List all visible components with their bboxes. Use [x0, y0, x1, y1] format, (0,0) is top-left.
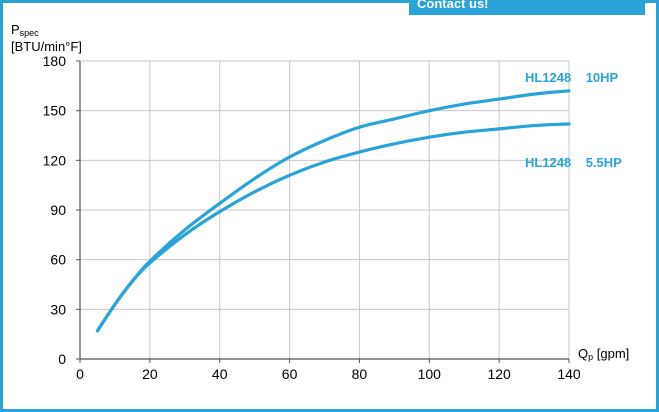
top-border: [0, 0, 659, 3]
x-tick-label: 20: [142, 366, 158, 382]
y-tick-label: 60: [50, 252, 66, 268]
y-axis-unit: [BTU/min°F]: [11, 39, 82, 54]
x-tick-label: 60: [282, 366, 298, 382]
y-axis-title-main: P: [11, 22, 20, 37]
x-tick-label: 120: [487, 366, 511, 382]
x-tick-label: 140: [557, 366, 581, 382]
x-tick-label: 100: [418, 366, 442, 382]
x-tick-label: 0: [76, 366, 84, 382]
x-axis-title-main: Q: [578, 346, 588, 361]
contact-us-button[interactable]: Contact us!: [409, 0, 645, 15]
tick-labels: 0 20 40 60 80 100 120 140 0 30 60 90 120 150 180: [43, 53, 581, 382]
series: [95, 89, 571, 333]
series-line-0: [95, 89, 571, 333]
y-tick-label: 150: [43, 103, 67, 119]
axes: [76, 60, 570, 363]
x-tick-label: 40: [212, 366, 228, 382]
grid: [80, 60, 570, 359]
y-tick-label: 30: [50, 301, 66, 317]
x-axis-title-sub: p: [588, 352, 593, 362]
y-tick-label: 180: [43, 53, 67, 69]
x-tick-label: 80: [352, 366, 368, 382]
series-line-1: [95, 122, 571, 333]
y-tick-label: 120: [43, 152, 67, 168]
y-tick-label: 0: [58, 351, 66, 367]
y-axis-title-sub: spec: [20, 28, 40, 38]
x-axis-title-unit: [gpm]: [593, 346, 629, 361]
series-label-5-5hp: HL1248 5.5HP: [525, 155, 622, 170]
series-label-10hp: HL1248 10HP: [525, 70, 619, 85]
y-tick-label: 90: [50, 202, 66, 218]
x-axis-title: Qp [gpm]: [578, 346, 629, 362]
y-axis-title: Pspec: [11, 22, 39, 38]
